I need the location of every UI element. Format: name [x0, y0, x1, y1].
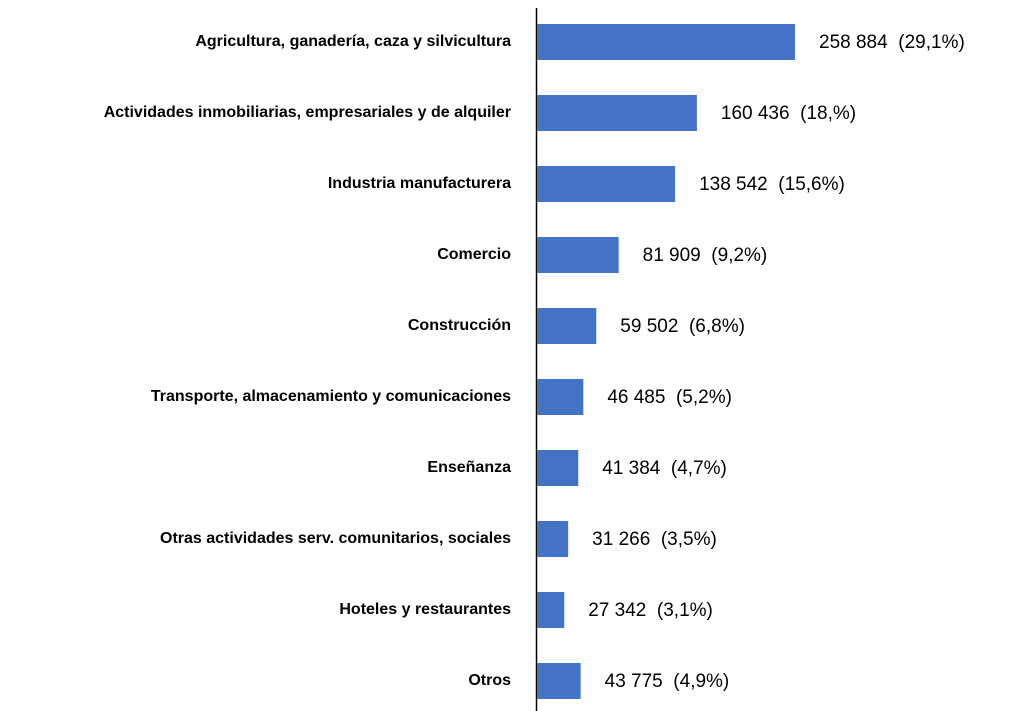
category-label: Transporte, almacenamiento y comunicacio…	[150, 388, 511, 405]
bar	[537, 237, 619, 273]
category-label: Enseñanza	[427, 459, 511, 476]
value-label: 160 436 (18,%)	[721, 103, 856, 124]
category-label: Otras actividades serv. comunitarios, so…	[160, 530, 511, 547]
category-label: Comercio	[437, 246, 511, 263]
value-label: 138 542 (15,6%)	[699, 174, 845, 195]
value-label: 46 485 (5,2%)	[607, 387, 732, 408]
value-label: 81 909 (9,2%)	[643, 245, 768, 266]
category-label: Hoteles y restaurantes	[339, 601, 511, 618]
value-label: 59 502 (6,8%)	[620, 316, 745, 337]
bar	[537, 308, 597, 344]
value-label: 27 342 (3,1%)	[588, 600, 713, 621]
bar	[537, 95, 697, 131]
category-label: Construcción	[407, 317, 511, 334]
value-label: 31 266 (3,5%)	[592, 529, 717, 550]
bar	[537, 450, 579, 486]
bar	[537, 663, 581, 699]
bar	[537, 24, 795, 60]
value-label: 258 884 (29,1%)	[819, 32, 965, 53]
bar	[537, 166, 676, 202]
category-label: Actividades inmobiliarias, empresariales…	[103, 104, 511, 121]
category-label: Otros	[468, 672, 511, 689]
value-label: 43 775 (4,9%)	[605, 671, 730, 692]
bar	[537, 379, 584, 415]
bar	[537, 521, 569, 557]
category-label: Industria manufacturera	[327, 175, 511, 192]
category-label: Agricultura, ganadería, caza y silvicult…	[195, 33, 511, 50]
value-label: 41 384 (4,7%)	[602, 458, 727, 479]
bar	[537, 592, 565, 628]
